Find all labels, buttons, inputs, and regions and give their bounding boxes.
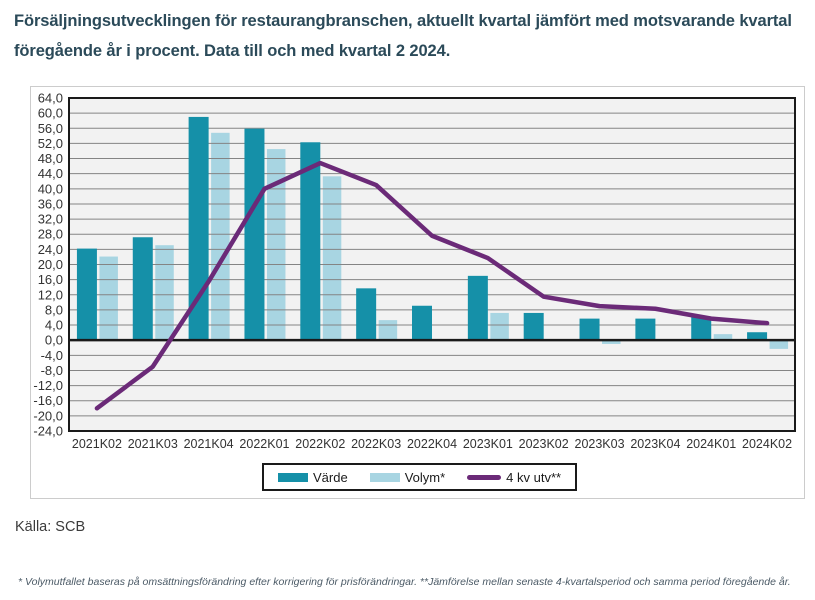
y-axis-tick-label: 16,0 [38, 272, 63, 287]
x-axis-tick-label: 2022K03 [351, 437, 401, 451]
chart: 64,060,056,052,048,044,040,036,032,028,0… [33, 91, 796, 451]
legend-bar-swatch [278, 472, 308, 482]
y-axis-tick-label: -20,0 [33, 408, 63, 423]
legend-label: 4 kv utv** [506, 469, 562, 485]
y-axis-tick-label: 40,0 [38, 181, 63, 196]
y-axis-tick-label: 24,0 [38, 242, 63, 257]
varde-bar [635, 318, 656, 341]
y-axis-tick-label: 52,0 [38, 136, 63, 151]
y-axis-tick-label: 44,0 [38, 166, 63, 181]
y-axis-tick-label: 64,0 [38, 91, 63, 106]
footnote-text: * Volymutfallet baseras på omsättningsfö… [18, 576, 791, 588]
volym-bar [266, 149, 286, 341]
page-title: Försäljningsutvecklingen för restaurangb… [14, 12, 792, 60]
legend-item-vrde: Värde [278, 470, 348, 485]
y-axis-tick-label: 0,0 [45, 333, 63, 348]
legend-label: Värde [313, 469, 348, 485]
x-axis-tick-label: 2022K02 [295, 437, 345, 451]
varde-bar [579, 318, 600, 341]
x-axis-tick-label: 2024K01 [686, 437, 736, 451]
legend-line-swatch [467, 474, 502, 480]
y-axis-tick-label: -12,0 [33, 378, 63, 393]
y-axis-tick-label: -24,0 [33, 424, 63, 439]
y-axis-tick-label: 28,0 [38, 227, 63, 242]
x-axis-tick-label: 2023K01 [463, 437, 513, 451]
volym-bar [769, 340, 789, 349]
varde-bar [188, 116, 209, 341]
varde-bar [691, 317, 712, 341]
volym-bar [602, 340, 621, 344]
varde-bar [523, 312, 544, 341]
varde-bar [412, 305, 432, 341]
x-axis-tick-label: 2022K04 [407, 437, 457, 451]
y-axis-tick-label: 8,0 [45, 302, 63, 317]
varde-bar [132, 237, 153, 341]
legend-label: Volym* [404, 469, 446, 485]
y-axis-tick-label: -16,0 [33, 393, 63, 408]
x-axis-tick-label: 2024K02 [742, 437, 792, 451]
source-text: Källa: SCB [15, 519, 86, 535]
volym-bar [378, 320, 398, 341]
y-axis-tick-label: 60,0 [38, 106, 63, 121]
varde-bar [244, 128, 265, 341]
varde-bar [76, 248, 97, 341]
legend-bar-swatch [369, 472, 400, 482]
varde-bar [300, 142, 321, 341]
x-axis-tick-label: 2021K02 [72, 437, 122, 451]
volym-bar [322, 176, 342, 341]
volym-bar [211, 132, 230, 341]
y-axis-tick-label: 56,0 [38, 121, 63, 136]
chart-legend: Värde Volym* 4 kv utv** [262, 463, 578, 491]
volym-bar [713, 334, 733, 341]
y-axis-tick-label: -4,0 [41, 348, 63, 363]
volym-bar [155, 245, 174, 341]
x-axis-tick-label: 2022K01 [239, 437, 289, 451]
x-axis-tick-label: 2021K04 [184, 437, 234, 451]
varde-bar [467, 275, 488, 341]
volym-bar [99, 256, 118, 341]
y-axis-tick-label: 12,0 [38, 287, 63, 302]
plot-border [68, 97, 796, 432]
y-axis-tick-label: 20,0 [38, 257, 63, 272]
trend-line [94, 160, 770, 411]
y-axis-tick-label: 36,0 [38, 196, 63, 211]
legend-item-volym: Volym* [369, 469, 446, 485]
volym-bar [490, 312, 509, 341]
x-axis-tick-label: 2023K04 [630, 437, 680, 451]
y-axis-tick-label: 48,0 [38, 151, 63, 166]
x-axis-tick-label: 2023K02 [519, 437, 569, 451]
x-axis-tick-label: 2023K03 [575, 437, 625, 451]
y-axis-tick-label: 4,0 [45, 318, 63, 333]
x-axis-tick-label: 2021K03 [128, 437, 178, 451]
y-axis-tick-label: -8,0 [41, 363, 63, 378]
y-axis-tick-label: 32,0 [38, 212, 63, 227]
varde-bar [356, 288, 377, 341]
varde-bar [747, 332, 768, 341]
legend-item-line: 4 kv utv** [467, 470, 561, 485]
